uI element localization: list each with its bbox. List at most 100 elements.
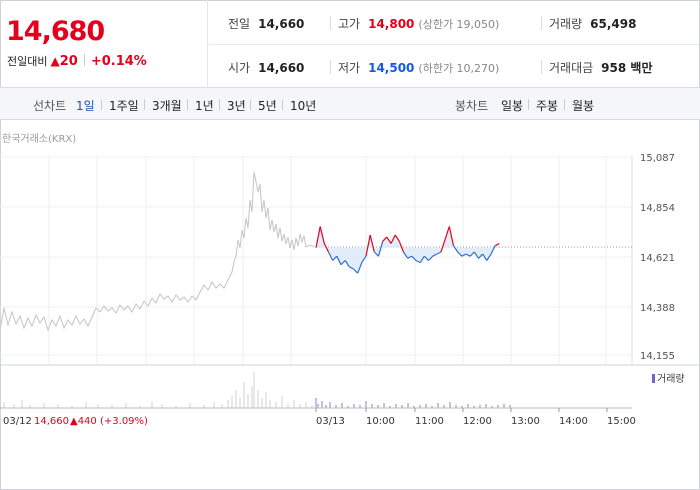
divider bbox=[187, 99, 188, 110]
y-tick-label: 15,087 bbox=[640, 153, 675, 164]
x-tick-label: 03/13 bbox=[316, 416, 345, 427]
price-segment bbox=[319, 226, 325, 244]
price-segment bbox=[365, 234, 371, 257]
price-segment bbox=[323, 243, 330, 253]
candle-daily[interactable]: 일봉 bbox=[501, 99, 524, 113]
price-segment bbox=[373, 251, 379, 257]
price-segment bbox=[344, 260, 350, 268]
divider bbox=[330, 16, 331, 30]
price-segment bbox=[398, 241, 405, 253]
upper-limit: (상한가 19,050) bbox=[418, 18, 500, 31]
volume-label: 거래량 bbox=[549, 17, 583, 31]
divider bbox=[209, 44, 699, 45]
price-segment bbox=[315, 226, 321, 248]
prev-day-date: 03/12 bbox=[3, 416, 32, 427]
low-label: 저가 bbox=[338, 61, 361, 75]
x-tick-label: 10:00 bbox=[366, 416, 395, 427]
price-segment bbox=[361, 255, 367, 263]
volume: 거래량 65,498 bbox=[549, 15, 636, 32]
divider bbox=[144, 99, 145, 110]
volume-legend-swatch bbox=[652, 374, 655, 383]
price-segment bbox=[444, 226, 450, 240]
price-segment bbox=[494, 242, 500, 247]
price-segment bbox=[457, 251, 463, 257]
lower-limit: (하한가 10,270) bbox=[418, 62, 500, 75]
volume-bars bbox=[3, 372, 511, 408]
prev-close-value: 14,660 bbox=[258, 17, 305, 31]
divider bbox=[250, 99, 251, 110]
price-segment bbox=[386, 236, 392, 244]
price-segment bbox=[436, 251, 442, 255]
today-series bbox=[315, 226, 500, 274]
divider bbox=[219, 99, 220, 110]
trade-value: 거래대금 958 백만 bbox=[549, 59, 652, 76]
volume-value: 65,498 bbox=[590, 17, 637, 31]
up-triangle-icon: ▲ bbox=[50, 54, 60, 68]
price-segment bbox=[377, 241, 384, 257]
price-segment bbox=[390, 234, 396, 244]
x-ticks bbox=[315, 408, 608, 412]
divider bbox=[528, 99, 529, 110]
x-tick-label: 12:00 bbox=[463, 416, 492, 427]
price-segment bbox=[473, 251, 479, 259]
divider bbox=[282, 99, 283, 110]
period-1y[interactable]: 1년 bbox=[195, 99, 214, 113]
prev-day-change: ▲440 bbox=[70, 416, 97, 427]
line-chart-label: 선차트 bbox=[33, 99, 67, 113]
y-tick-label: 14,621 bbox=[640, 253, 675, 264]
price-chart[interactable]: 15,087 14,854 14,621 14,388 14,155 거래량 0… bbox=[0, 120, 700, 490]
high-value: 14,800 bbox=[368, 17, 415, 31]
low-value: 14,500 bbox=[368, 61, 415, 75]
high-price: 고가 14,800 (상한가 19,050) bbox=[338, 15, 499, 32]
change-line: 전일대비 ▲20 +0.14% bbox=[7, 53, 147, 69]
y-tick-label: 14,854 bbox=[640, 203, 675, 214]
prev-close-label: 전일 bbox=[228, 17, 251, 31]
price-segment bbox=[357, 262, 363, 274]
period-3y[interactable]: 3년 bbox=[227, 99, 246, 113]
prev-day-close: 14,660 bbox=[34, 416, 69, 427]
high-label: 고가 bbox=[338, 17, 361, 31]
x-tick-label: 14:00 bbox=[559, 416, 588, 427]
horizontal-grid bbox=[0, 156, 632, 356]
open-price: 시가 14,660 bbox=[228, 59, 304, 76]
volume-legend-label: 거래량 bbox=[657, 373, 685, 385]
data-source: 한국거래소(KRX) bbox=[2, 134, 77, 145]
price-segment bbox=[403, 251, 409, 259]
price-segment bbox=[486, 253, 492, 261]
divider bbox=[83, 54, 85, 66]
price-segment bbox=[428, 255, 434, 261]
current-price: 14,680 bbox=[6, 16, 105, 47]
price-segment bbox=[407, 255, 413, 259]
price-segment bbox=[482, 253, 488, 261]
divider bbox=[101, 99, 102, 110]
period-1w[interactable]: 1주일 bbox=[109, 99, 139, 113]
candle-monthly[interactable]: 월봉 bbox=[572, 99, 595, 113]
change-percent: +0.14% bbox=[90, 54, 147, 69]
x-tick-label: 15:00 bbox=[607, 416, 636, 427]
candle-weekly[interactable]: 주봉 bbox=[536, 99, 559, 113]
price-segment bbox=[432, 253, 438, 257]
vertical-grid bbox=[48, 155, 607, 365]
price-summary: 14,680 전일대비 ▲20 +0.14% 전일 14,660 고가 14,800 (상… bbox=[0, 0, 700, 88]
price-segment bbox=[336, 255, 342, 265]
price-segment bbox=[452, 245, 459, 253]
price-area bbox=[316, 226, 500, 274]
price-segment bbox=[332, 255, 338, 261]
period-3m[interactable]: 3개월 bbox=[152, 99, 182, 113]
trade-value-label: 거래대금 bbox=[549, 61, 594, 75]
price-segment bbox=[469, 251, 475, 257]
period-5y[interactable]: 5년 bbox=[258, 99, 277, 113]
candle-chart-label: 봉차트 bbox=[455, 99, 489, 113]
trade-value-amount: 958 백만 bbox=[601, 61, 653, 75]
period-1d[interactable]: 1일 bbox=[76, 99, 95, 113]
price-segment bbox=[461, 253, 467, 257]
divider bbox=[564, 99, 565, 110]
price-segment bbox=[415, 259, 421, 264]
change-label: 전일대비 bbox=[7, 55, 48, 68]
x-tick-label: 11:00 bbox=[415, 416, 444, 427]
price-segment bbox=[349, 266, 354, 270]
open-label: 시가 bbox=[228, 61, 251, 75]
price-segment bbox=[382, 236, 388, 242]
price-segment bbox=[340, 260, 346, 266]
period-10y[interactable]: 10년 bbox=[290, 99, 317, 113]
